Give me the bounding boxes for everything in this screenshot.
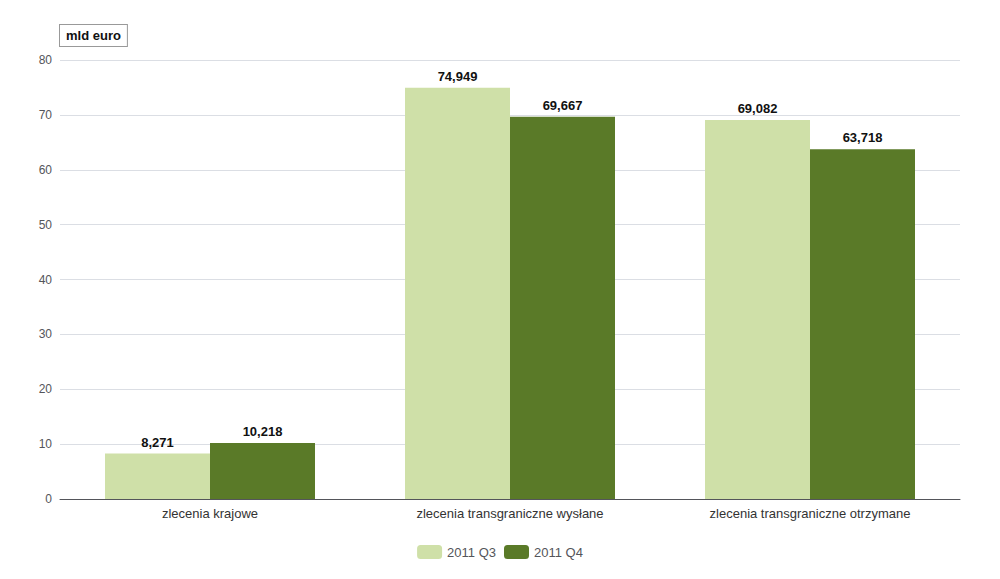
svg-text:70: 70 (39, 108, 53, 122)
svg-text:10: 10 (39, 437, 53, 451)
svg-text:0: 0 (45, 492, 52, 506)
svg-text:50: 50 (39, 218, 53, 232)
svg-text:69,082: 69,082 (738, 101, 778, 116)
svg-text:40: 40 (39, 273, 53, 287)
svg-text:2011 Q3: 2011 Q3 (447, 545, 496, 560)
svg-text:8,271: 8,271 (141, 435, 174, 450)
svg-text:10,218: 10,218 (243, 424, 283, 439)
svg-text:2011 Q4: 2011 Q4 (534, 545, 583, 560)
svg-text:20: 20 (39, 382, 53, 396)
svg-text:zlecenia transgraniczne wysłan: zlecenia transgraniczne wysłane (416, 506, 603, 521)
svg-text:60: 60 (39, 163, 53, 177)
svg-text:30: 30 (39, 327, 53, 341)
svg-text:69,667: 69,667 (543, 98, 583, 113)
svg-text:mld euro: mld euro (66, 28, 121, 43)
svg-text:zlecenia transgraniczne otrzym: zlecenia transgraniczne otrzymane (710, 506, 911, 521)
svg-text:zlecenia krajowe: zlecenia krajowe (162, 506, 258, 521)
svg-text:63,718: 63,718 (843, 130, 883, 145)
svg-text:74,949: 74,949 (438, 69, 478, 84)
svg-text:80: 80 (39, 53, 53, 67)
